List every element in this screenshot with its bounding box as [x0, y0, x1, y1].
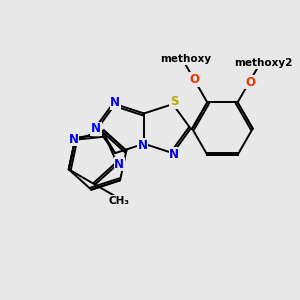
Text: O: O: [190, 73, 200, 86]
Text: S: S: [170, 95, 178, 109]
Text: O: O: [245, 76, 255, 89]
Text: N: N: [110, 96, 120, 109]
Text: N: N: [138, 139, 148, 152]
Text: N: N: [114, 158, 124, 171]
Text: CH₃: CH₃: [109, 196, 130, 206]
Text: methoxy2: methoxy2: [234, 58, 292, 68]
Text: N: N: [69, 133, 79, 146]
Text: N: N: [91, 122, 101, 135]
Text: methoxy: methoxy: [160, 54, 211, 64]
Text: N: N: [169, 148, 179, 161]
